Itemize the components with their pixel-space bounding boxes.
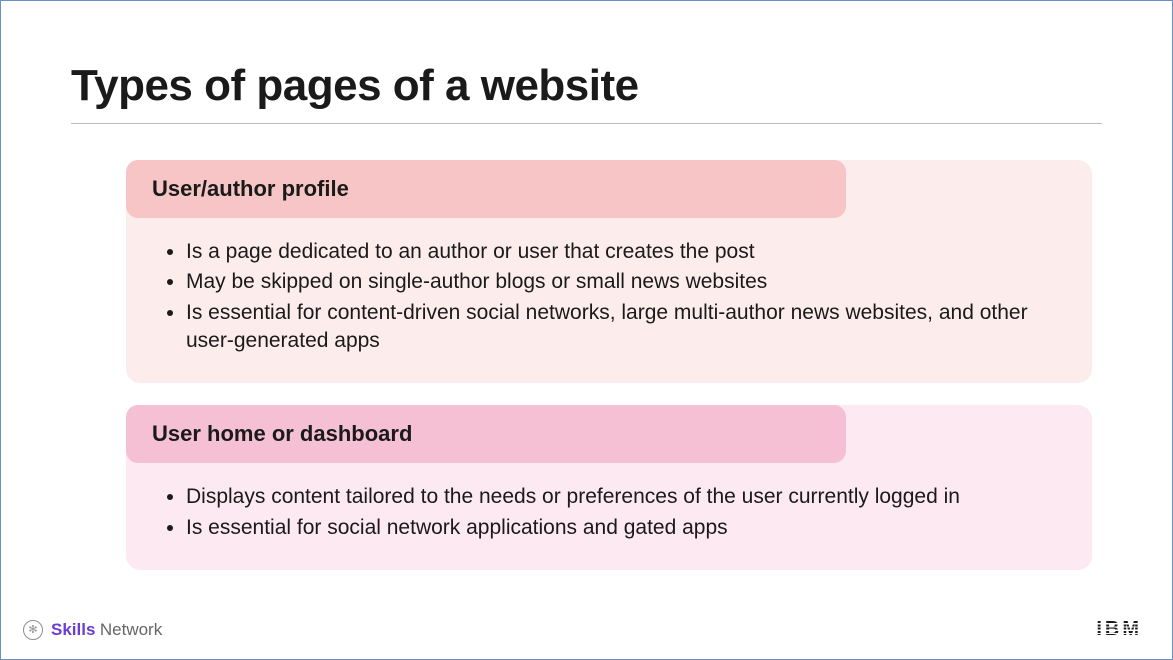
- blocks-container: User/author profile Is a page dedicated …: [126, 160, 1092, 570]
- bullet-item: Is a page dedicated to an author or user…: [186, 238, 1062, 266]
- block-user-author-profile: User/author profile Is a page dedicated …: [126, 160, 1092, 383]
- ibm-logo: IBM: [1096, 618, 1142, 641]
- bullet-item: Is essential for content-driven social n…: [186, 299, 1062, 356]
- bullet-list: Displays content tailored to the needs o…: [126, 483, 1092, 542]
- bullet-item: Displays content tailored to the needs o…: [186, 483, 1062, 511]
- bullet-item: May be skipped on single-author blogs or…: [186, 268, 1062, 296]
- footer-skills-text: Skills: [51, 620, 95, 639]
- footer-left: ✻ Skills Network: [23, 620, 162, 640]
- block-header: User home or dashboard: [126, 405, 846, 463]
- footer-brand: Skills Network: [51, 620, 162, 640]
- bullet-item: Is essential for social network applicat…: [186, 514, 1062, 542]
- slide-footer: ✻ Skills Network IBM: [23, 618, 1142, 641]
- footer-network-text: Network: [100, 620, 162, 639]
- skills-network-icon: ✻: [23, 620, 43, 640]
- bullet-list: Is a page dedicated to an author or user…: [126, 238, 1092, 355]
- slide-title: Types of pages of a website: [71, 61, 1102, 124]
- block-header: User/author profile: [126, 160, 846, 218]
- block-user-home-dashboard: User home or dashboard Displays content …: [126, 405, 1092, 570]
